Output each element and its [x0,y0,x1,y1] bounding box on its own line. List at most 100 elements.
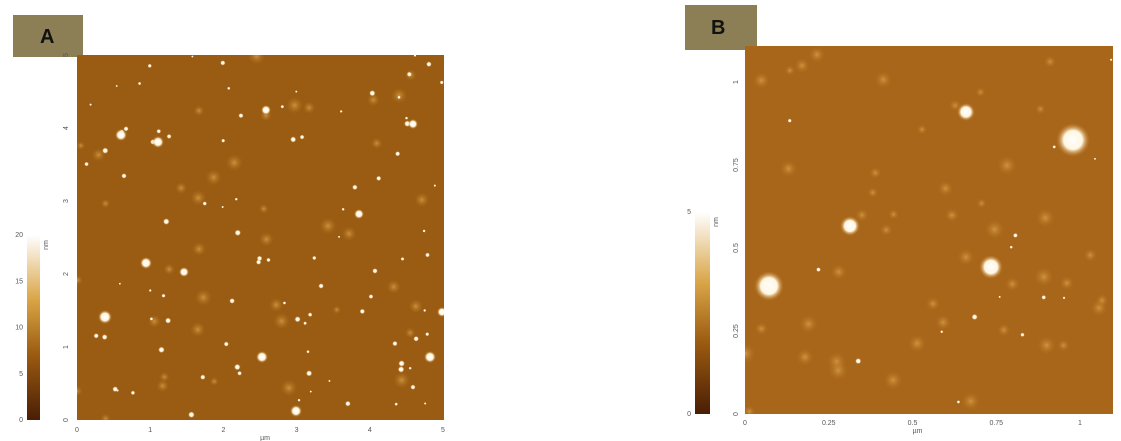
x-unit: µm [913,428,923,435]
particle [308,312,313,317]
particle [401,257,405,261]
particle [1096,294,1109,307]
particle [855,358,861,364]
particle [880,224,893,237]
particle [393,372,410,389]
particle [395,151,400,156]
particle [794,58,809,73]
particle [1056,123,1090,157]
particle [140,257,152,269]
particle [175,182,187,194]
particle [392,341,398,347]
particle [312,256,317,261]
particle [409,299,423,313]
particle [161,294,165,298]
particle [743,406,755,418]
particle [957,400,961,404]
particle [376,176,381,181]
colorbar-tick-label: 20 [15,232,23,239]
particle [1037,336,1056,355]
particle [306,350,309,353]
particle [266,258,271,263]
particle [977,198,987,208]
particle [1013,233,1018,238]
afm-figure: A B 012345µm01234505101520nm00.250.50.75… [0,0,1121,441]
particle [828,360,848,380]
particle [163,263,175,275]
particle [1084,248,1097,261]
particle [1035,104,1045,114]
particle [1063,296,1066,299]
y-tick-label: 0 [63,418,70,422]
particle [371,137,383,149]
particle [425,332,429,336]
particle [119,282,121,284]
particle [397,95,401,99]
y-tick-label: 2 [63,272,70,276]
y-tick-label: 0.75 [733,158,740,172]
particle [210,377,219,386]
particle [354,209,364,219]
particle [150,317,154,321]
particle [883,371,902,390]
particle [256,259,262,265]
particle [1057,339,1069,351]
particle [1009,245,1012,248]
particle [998,296,1001,299]
particle [193,105,204,116]
particle [785,65,796,76]
particle [831,264,847,280]
x-unit: µm [260,435,270,441]
particle [76,141,85,150]
colorbar-unit: nm [713,217,720,227]
particle [256,351,268,363]
particle [259,204,269,214]
particle [408,119,418,129]
particle [234,364,241,371]
particle [424,351,436,363]
particle [753,72,770,89]
particle [1094,158,1097,161]
particle [926,297,940,311]
particle [280,105,284,109]
particle [369,90,375,96]
particle [755,322,768,335]
particle [89,103,92,106]
particle [409,367,412,370]
particle [229,298,235,304]
particle [148,64,152,68]
particle [138,82,142,86]
particle [98,310,112,324]
particle [319,217,336,234]
x-tick-label: 2 [221,427,225,434]
particle [869,167,881,179]
particle [372,268,378,274]
particle [100,414,110,424]
particle [888,209,899,220]
particle [227,87,230,90]
particle [286,97,303,114]
particle [440,80,444,84]
particle [179,267,189,277]
particle [398,360,405,367]
particle [149,289,152,292]
particle [101,199,111,209]
x-tick-label: 1 [1078,420,1082,427]
y-tick-label: 3 [63,199,70,203]
particle [93,333,98,338]
particle [985,219,1005,239]
particle [261,105,271,115]
particle [1110,58,1113,61]
colorbar-tick-label: 10 [15,325,23,332]
panel-label: B [711,17,725,39]
particle [1034,267,1054,287]
particle [303,101,316,114]
y-tick-label: 4 [63,126,70,130]
particle [360,309,366,315]
y-tick-label: 0.5 [733,243,740,253]
particle [407,72,412,77]
particle [190,322,206,338]
particle [297,399,300,402]
particle [961,392,980,411]
particle [121,173,127,179]
